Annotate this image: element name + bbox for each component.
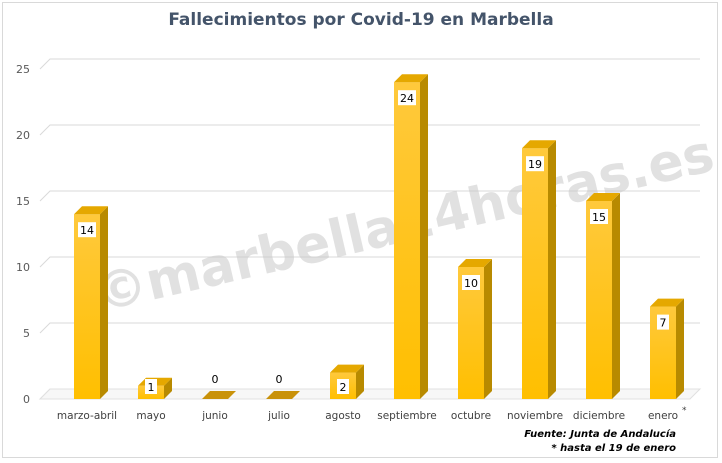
footnote-mark: * [682, 406, 687, 416]
data-label: 19 [526, 156, 544, 172]
data-label-box [526, 156, 544, 172]
bar-side [612, 193, 620, 399]
bar-top [586, 193, 620, 201]
data-label-text: 24 [400, 92, 414, 105]
data-label: 0 [209, 371, 221, 386]
bar [522, 140, 556, 399]
data-label-box [145, 379, 157, 394]
chart-title: Fallecimientos por Covid-19 en Marbella [168, 10, 554, 30]
x-tick-label: diciembre [573, 410, 625, 422]
bar-top [330, 364, 364, 373]
data-label: 24 [398, 90, 416, 106]
data-label-box [337, 379, 349, 394]
bar-side [356, 364, 364, 399]
bar-side [548, 140, 556, 399]
bar-top [266, 391, 300, 399]
data-label: 15 [590, 209, 608, 224]
data-label-box [657, 314, 669, 330]
bar-top [458, 259, 492, 267]
bar-side [676, 298, 684, 399]
data-label-box [78, 222, 96, 238]
bar-side [420, 74, 428, 399]
data-label-text: 15 [592, 211, 606, 224]
bar-top [394, 74, 428, 83]
y-tick-label: 25 [16, 63, 30, 76]
x-tick-label: agosto [325, 410, 361, 422]
bar-top [522, 140, 556, 149]
data-label-text: 1 [148, 381, 155, 394]
data-label-box [209, 371, 221, 386]
data-label-box [398, 90, 416, 106]
bar-side [100, 206, 108, 399]
bar [650, 298, 684, 399]
bar-front [74, 214, 100, 399]
y-tick-label: 0 [23, 393, 30, 406]
y-tick-label: 10 [16, 261, 30, 274]
x-tick-label: enero [648, 410, 678, 422]
gridline [39, 124, 700, 136]
bar [266, 391, 300, 399]
data-label-text: 2 [340, 381, 347, 394]
footnote: * hasta el 19 de enero [551, 443, 676, 454]
data-label-text: 10 [464, 277, 478, 290]
bar-top [202, 391, 236, 399]
bar-front [586, 201, 612, 399]
bar-side [164, 377, 172, 399]
bar [74, 206, 108, 399]
x-tick-label: julio [267, 410, 290, 422]
data-label: 10 [462, 275, 480, 290]
x-tick-label: noviembre [507, 410, 563, 422]
data-label-text: 7 [660, 317, 667, 330]
bar [330, 364, 364, 399]
data-label: 2 [337, 379, 349, 394]
data-label-box [273, 371, 285, 386]
data-label: 7 [657, 314, 669, 330]
source-note: Fuente: Junta de Andalucía [524, 429, 676, 440]
y-tick-label: 15 [16, 195, 30, 208]
bar-front [394, 82, 420, 399]
x-tick-label: marzo-abril [57, 410, 117, 422]
gridline [39, 256, 700, 268]
gridline [39, 58, 700, 70]
bar-side [484, 259, 492, 399]
data-label-text: 0 [276, 373, 283, 386]
gridline [39, 190, 700, 202]
bar [202, 391, 236, 399]
x-tick-label: septiembre [377, 410, 437, 422]
bar [586, 193, 620, 399]
bar-top [650, 298, 684, 307]
data-label-text: 0 [212, 373, 219, 386]
bar-front [522, 148, 548, 399]
data-label-box [590, 209, 608, 224]
data-label: 1 [145, 379, 157, 394]
data-label-text: 19 [528, 158, 542, 171]
data-label: 14 [78, 222, 96, 238]
bar [394, 74, 428, 399]
y-tick-label: 20 [16, 129, 30, 142]
x-tick-label: octubre [451, 410, 491, 422]
bar-top [74, 206, 108, 215]
x-tick-label: mayo [136, 410, 165, 422]
data-label-text: 14 [80, 224, 94, 237]
y-tick-label: 5 [23, 327, 30, 340]
x-tick-label: junio [201, 410, 228, 422]
data-label: 0 [273, 371, 285, 386]
chart-frame [2, 2, 718, 458]
data-label-box [462, 275, 480, 290]
